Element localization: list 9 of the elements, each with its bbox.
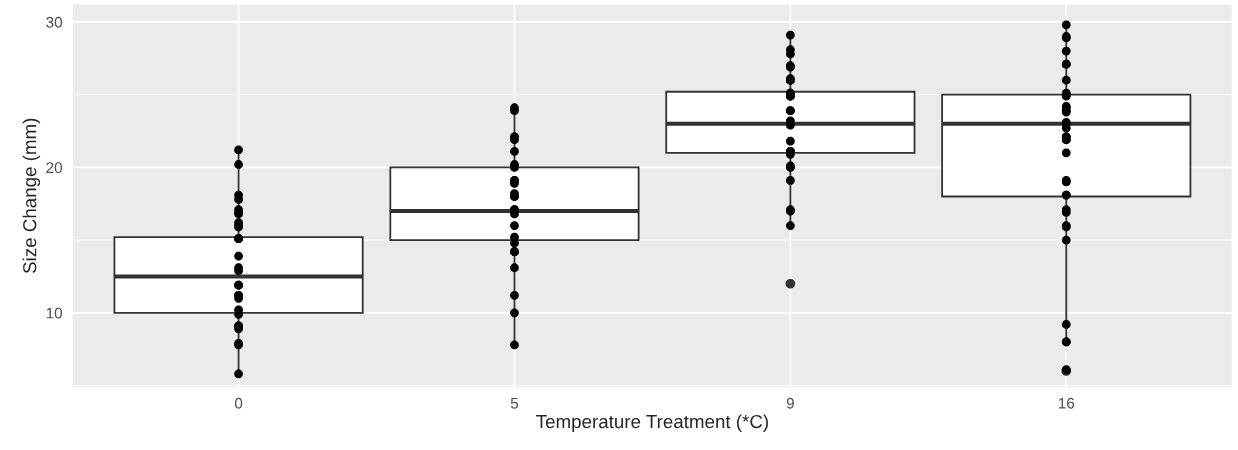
y-tick-label: 30 [46, 16, 63, 28]
y-tick-label: 10 [46, 307, 63, 319]
y-axis-title: Size Change (mm) [22, 118, 41, 274]
y-tick-label: 20 [46, 162, 63, 174]
x-tick-label: 9 [786, 397, 794, 409]
x-axis-title: Temperature Treatment (*C) [536, 414, 768, 432]
x-tick-label: 5 [510, 397, 519, 409]
x-tick-label: 0 [234, 397, 243, 409]
x-tick-label: 16 [1058, 397, 1075, 409]
